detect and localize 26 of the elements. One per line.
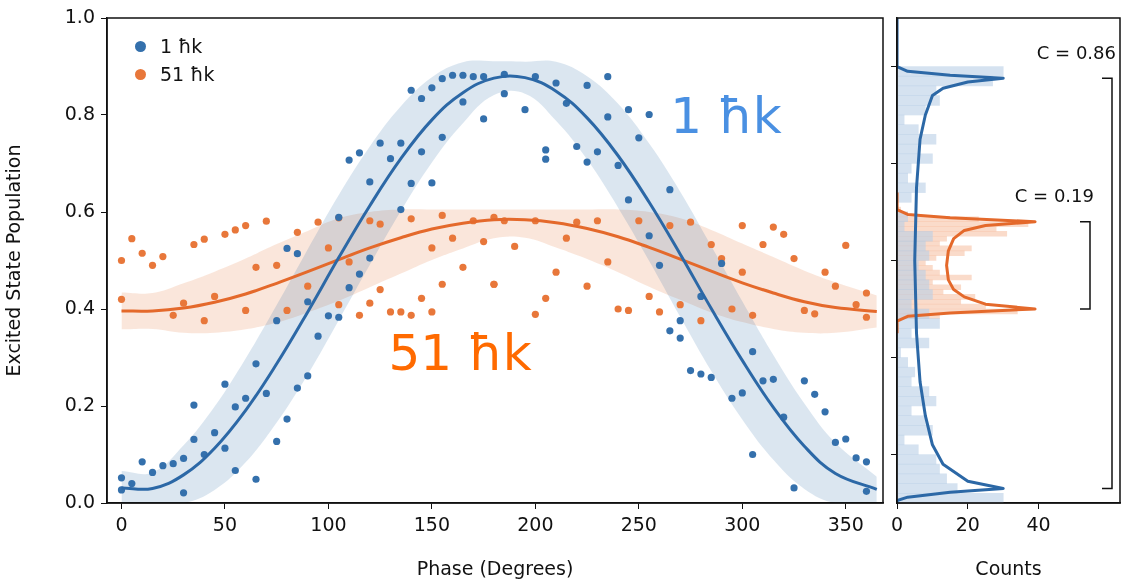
x-tick-label: 40 (1026, 513, 1051, 536)
y-tick-label: 1.0 (64, 4, 95, 27)
x-axis-title: Counts (975, 556, 1042, 579)
x-tick-label: 250 (620, 513, 657, 536)
y-tick-label: 0.8 (64, 101, 95, 124)
x-tick-label: 20 (955, 513, 980, 536)
x-tick-label: 50 (212, 513, 238, 536)
x-tick-label: 200 (517, 513, 554, 536)
x-tick-label: 0 (891, 513, 904, 536)
legend-label: 51 ħk (160, 62, 215, 87)
annotation: 1 ħk (670, 86, 782, 145)
annotation: C = 0.19 (1014, 185, 1094, 207)
annotation: C = 0.86 (1036, 41, 1116, 63)
x-tick-label: 350 (827, 513, 864, 536)
x-tick-label: 150 (413, 513, 451, 536)
y-tick-label: 0.4 (64, 295, 95, 318)
y-tick-label: 0.6 (64, 198, 95, 221)
annotation: 51 ħk (388, 323, 532, 382)
y-tick-label: 0.2 (64, 392, 95, 415)
y-axis-title: Excited State Population (2, 144, 25, 377)
x-tick-label: 100 (310, 513, 347, 536)
x-tick-label: 0 (115, 513, 128, 536)
x-tick-label: 300 (724, 513, 761, 536)
legend-label: 1 ħk (160, 34, 203, 59)
y-tick-label: 0.0 (64, 489, 95, 512)
x-axis-title: Phase (Degrees) (416, 556, 574, 579)
